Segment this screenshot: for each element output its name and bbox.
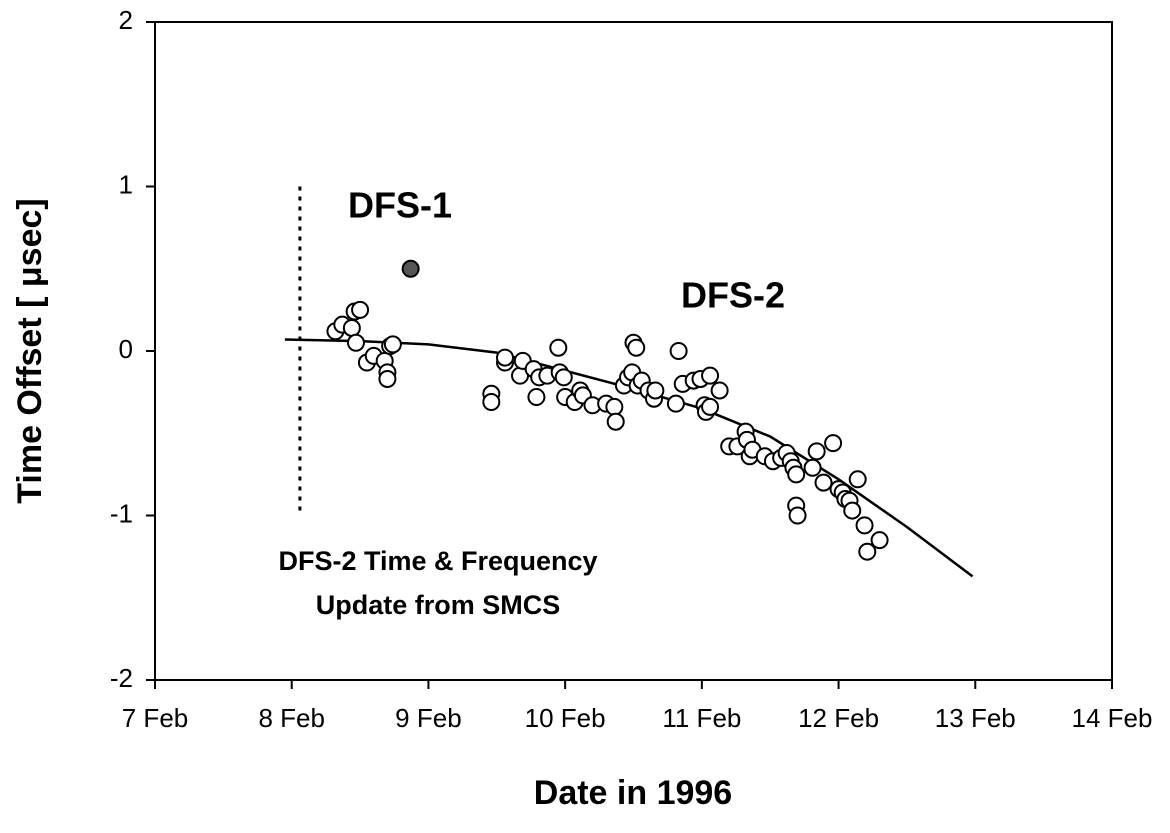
data-point (701, 397, 720, 416)
data-point (351, 300, 370, 319)
data-point (814, 473, 833, 492)
data-point (858, 542, 877, 561)
data-point (527, 388, 546, 407)
data-point (807, 442, 826, 461)
data-point (342, 318, 361, 337)
data-point (855, 516, 874, 535)
x-tick-label: 9 Feb (395, 703, 462, 733)
data-point (870, 531, 889, 550)
x-tick-label: 11 Feb (662, 703, 741, 733)
data-point (646, 381, 665, 400)
data-point (627, 338, 646, 357)
data-point (669, 342, 688, 360)
x-tick-label: 13 Feb (935, 703, 1016, 733)
y-tick-label: 2 (119, 5, 133, 35)
data-point (701, 366, 720, 385)
x-tick-label: 14 Feb (1072, 703, 1153, 733)
data-point (401, 259, 420, 278)
data-point (843, 501, 862, 520)
data-point (803, 458, 822, 477)
x-tick-label: 10 Feb (525, 703, 606, 733)
data-point (606, 412, 625, 431)
y-axis-title: Time Offset [ μsec] (11, 198, 49, 504)
data-point (787, 465, 806, 484)
data-point (554, 368, 573, 387)
data-point (788, 506, 807, 525)
data-point (383, 335, 402, 354)
x-axis-title: Date in 1996 (534, 774, 732, 812)
annotation: DFS-1 (348, 185, 452, 226)
data-point (549, 338, 568, 357)
data-point (482, 392, 501, 411)
x-tick-label: 8 Feb (258, 703, 325, 733)
annotation: DFS-2 Time & Frequency (278, 546, 597, 576)
data-point (848, 470, 867, 489)
data-point (346, 333, 365, 352)
x-tick-label: 12 Feb (798, 703, 879, 733)
y-tick-label: 0 (119, 334, 133, 364)
data-point (666, 394, 685, 413)
data-point (605, 397, 624, 416)
data-point (495, 348, 514, 367)
x-tick-label: 7 Feb (122, 703, 189, 733)
y-tick-label: -2 (110, 663, 133, 693)
y-tick-label: 1 (119, 169, 133, 199)
annotation: Update from SMCS (316, 590, 561, 620)
y-tick-label: -1 (110, 498, 133, 528)
data-point (378, 369, 397, 388)
annotation: DFS-2 (681, 275, 785, 316)
data-point (824, 434, 843, 453)
data-point (710, 381, 729, 400)
